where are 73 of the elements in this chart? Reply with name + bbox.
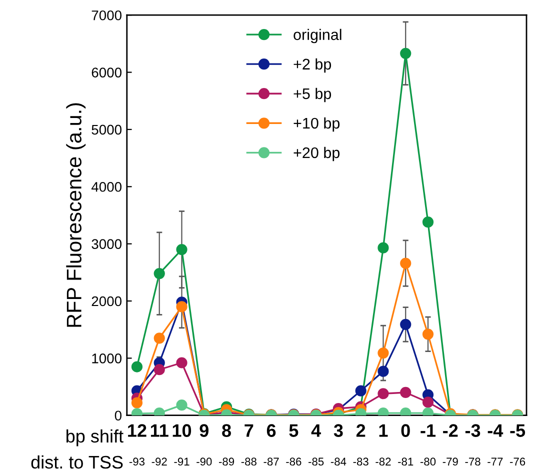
x-tick-label: -1 <box>420 424 436 437</box>
point <box>400 48 412 59</box>
x-tick-label: -2 <box>443 424 458 437</box>
text: -89 <box>218 458 234 466</box>
point <box>131 397 143 408</box>
x-axis-title: bp shift <box>66 429 124 446</box>
legend-label: original <box>294 28 342 44</box>
x-tick-label: -5 <box>510 424 526 437</box>
y-tick-label: 5000 <box>92 124 122 135</box>
point <box>378 388 389 400</box>
point <box>355 385 366 396</box>
point <box>422 216 434 228</box>
point <box>154 332 165 344</box>
x-tick-label: 2 <box>356 424 366 437</box>
x-tick-label: 4 <box>311 424 321 437</box>
y-tick-label: 4000 <box>91 182 122 192</box>
x-tick-label: 3 <box>334 424 343 437</box>
text: -85 <box>308 458 324 466</box>
y-tick-label: 2000 <box>92 296 122 306</box>
x-tick-label: 11 <box>150 424 168 437</box>
x-tick-label: -4 <box>488 424 504 437</box>
point <box>176 400 188 411</box>
y-tick-label: 0 <box>114 410 122 421</box>
point <box>378 347 389 359</box>
y-tick-label: 3000 <box>92 239 122 249</box>
x-tick-label: 7 <box>244 424 254 437</box>
y-axis-title: RFP Fluorescence (a.u.) <box>66 103 86 327</box>
text: -81 <box>398 458 414 466</box>
text: -82 <box>376 458 391 466</box>
legend-label: +5 bp <box>294 88 332 102</box>
x-tick-label: 12 <box>128 424 146 437</box>
text: -90 <box>196 458 212 466</box>
point <box>400 318 412 330</box>
point <box>400 258 412 269</box>
x-tick-label: -3 <box>465 424 480 437</box>
text: -87 <box>264 458 279 466</box>
legend-label: +2 bp <box>294 58 332 73</box>
legend-label: +20 bp <box>294 146 340 162</box>
y-tick-label: 6000 <box>92 68 122 78</box>
y-tick-label: 1000 <box>92 354 122 364</box>
x-tick-label: 9 <box>200 424 208 437</box>
point <box>422 396 434 408</box>
text: -76 <box>510 458 526 466</box>
x-tick-label: 10 <box>172 424 192 437</box>
point <box>176 244 188 256</box>
text: -79 <box>442 458 458 466</box>
point <box>176 357 188 368</box>
text: -83 <box>353 458 368 466</box>
text: -91 <box>174 458 190 466</box>
point <box>154 268 165 280</box>
text: -88 <box>241 458 256 466</box>
legend-label: +10 bp <box>294 117 340 132</box>
text: -80 <box>420 458 436 466</box>
point <box>378 242 389 254</box>
y-tick-label: 7000 <box>92 10 122 20</box>
x-tick-label: 8 <box>222 424 231 437</box>
point <box>154 364 165 376</box>
x-tick-label: 5 <box>289 424 298 437</box>
point <box>422 328 434 340</box>
text: -84 <box>330 458 346 466</box>
x-tick-label: 6 <box>266 424 276 437</box>
text: dist. to TSS <box>31 455 123 469</box>
text: -93 <box>129 458 145 466</box>
x-tick-label: 0 <box>401 424 410 437</box>
point <box>131 361 143 372</box>
x-tick-label: 1 <box>379 424 388 437</box>
point <box>400 386 412 398</box>
text: -78 <box>465 458 480 466</box>
text: -92 <box>152 458 167 466</box>
text: -77 <box>488 458 503 466</box>
point <box>176 301 188 312</box>
point <box>378 366 389 377</box>
text: -86 <box>286 458 302 466</box>
